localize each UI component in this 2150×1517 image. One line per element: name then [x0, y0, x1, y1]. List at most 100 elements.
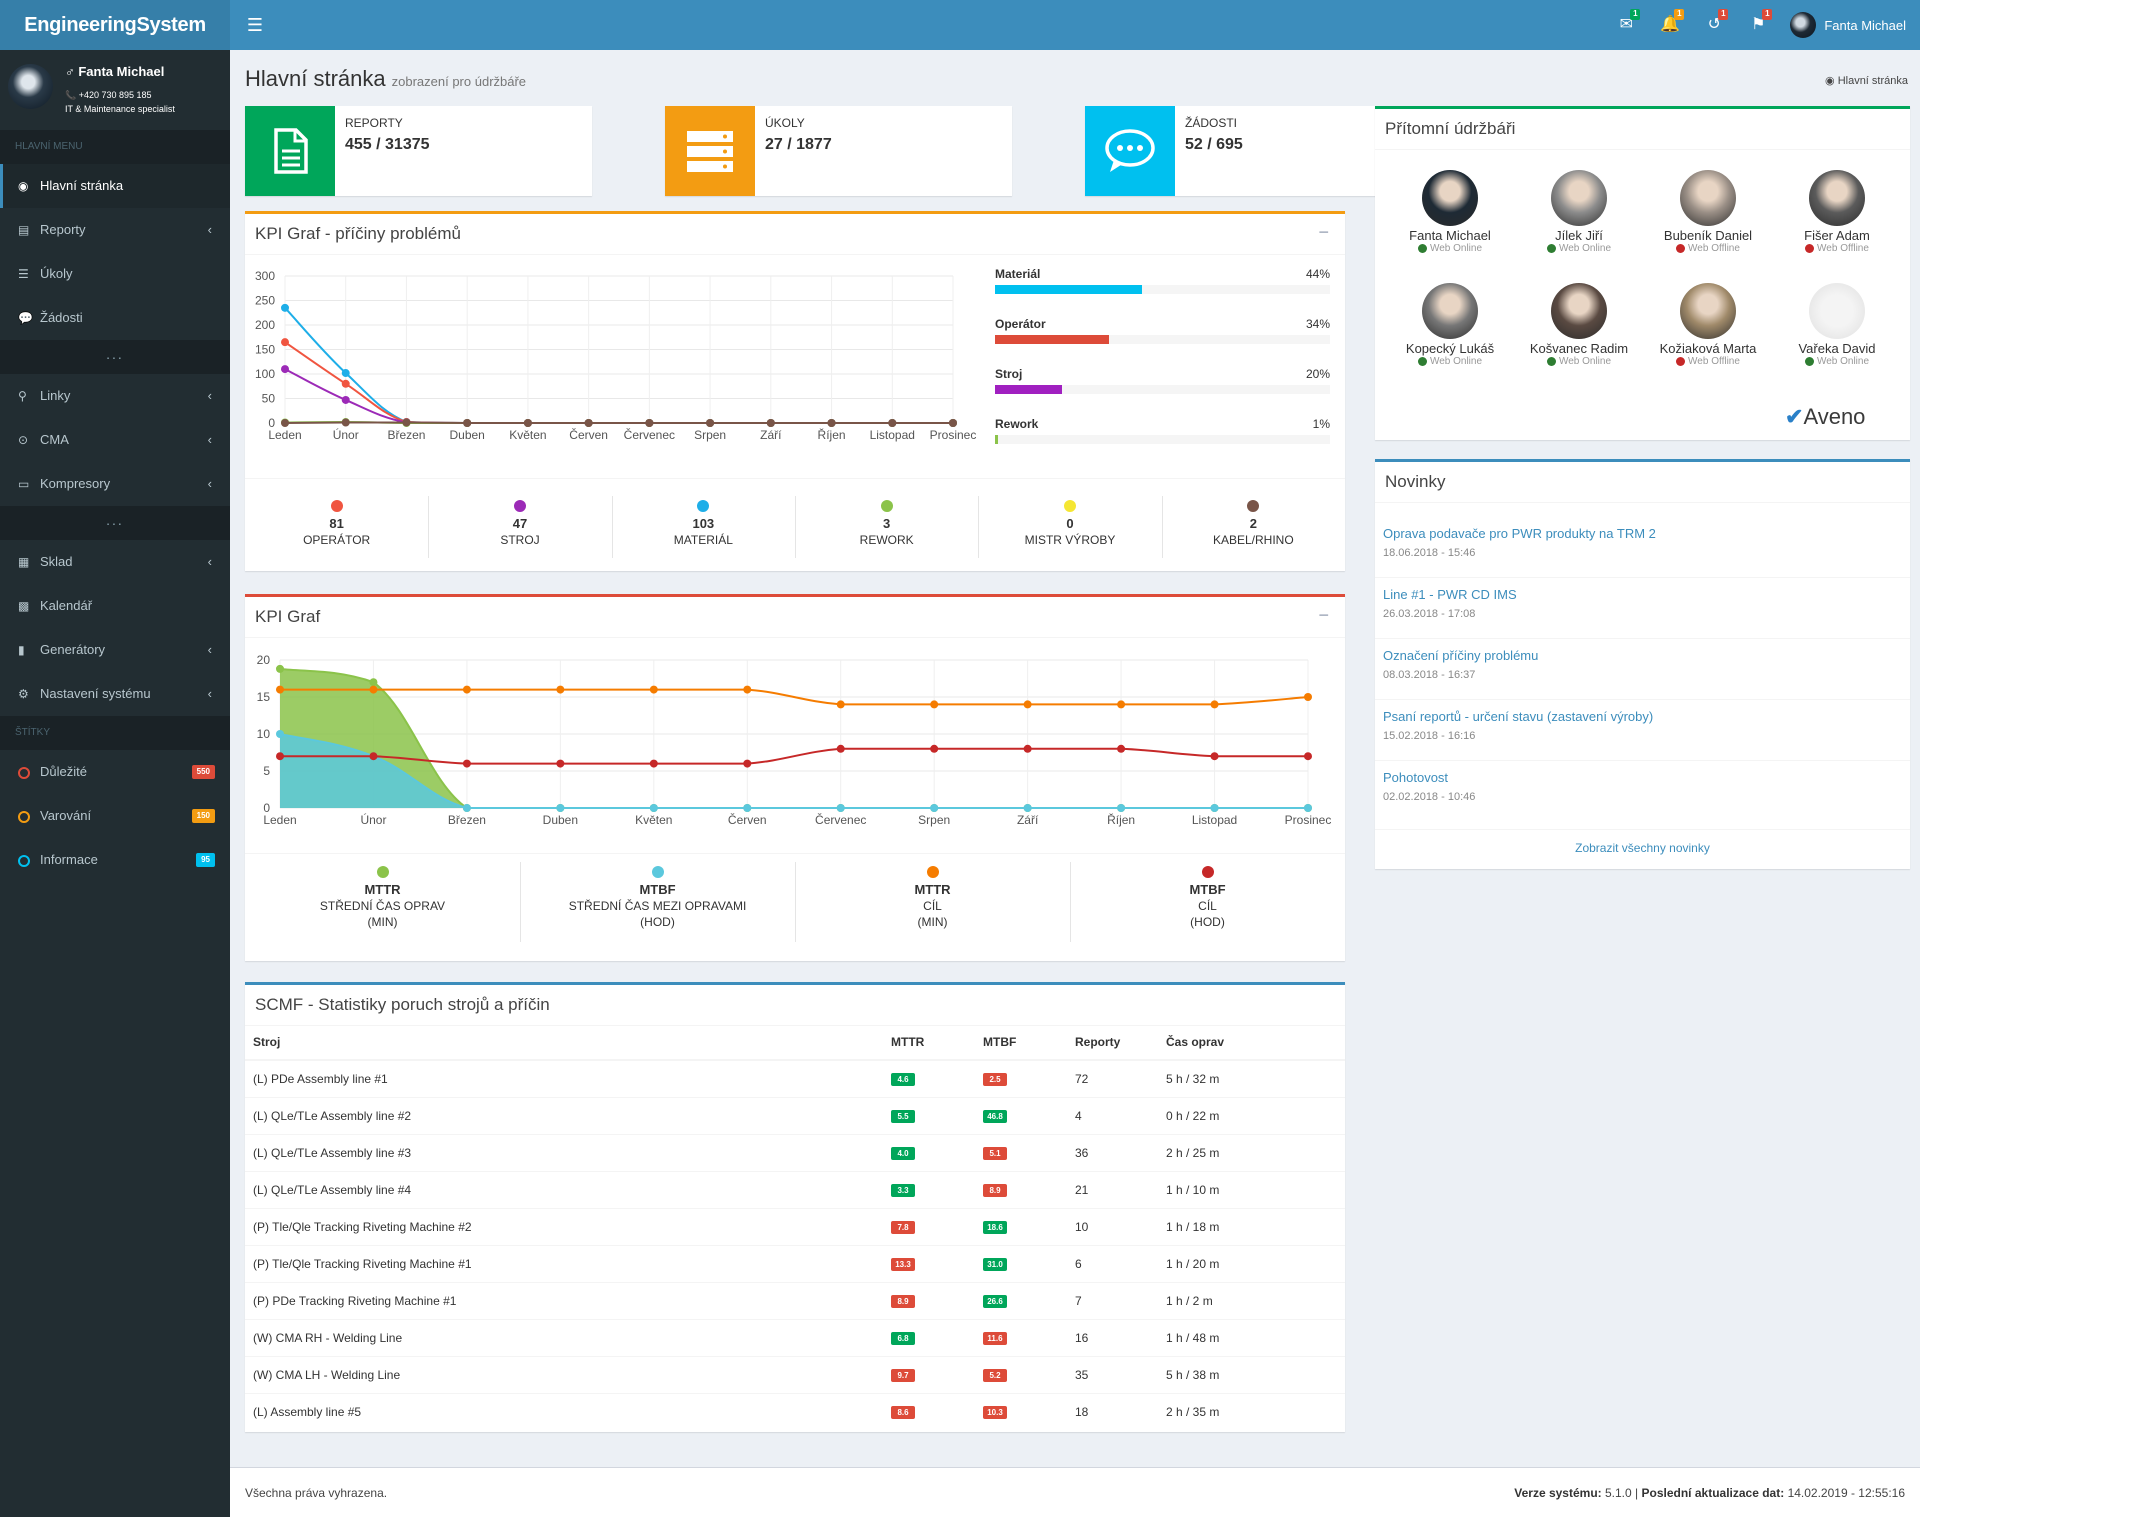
data-point[interactable] [1304, 804, 1312, 812]
data-point[interactable] [1117, 804, 1126, 812]
data-point[interactable] [1023, 804, 1032, 812]
breadcrumb[interactable]: ◉ Hlavní stránka [1825, 74, 1908, 87]
info-box-reporty[interactable]: REPORTY 455 / 31375 [245, 106, 592, 196]
sidebar-label-item[interactable]: Důležité 550 [0, 750, 230, 794]
data-point[interactable] [462, 804, 471, 812]
sidebar-item-cma[interactable]: ⊙ CMA ‹ [0, 418, 230, 462]
data-point[interactable] [281, 303, 289, 312]
table-row[interactable]: (L) PDe Assembly line #1 4.6 2.5 72 5 h / 32… [245, 1059, 1345, 1097]
sidebar-item-reporty[interactable]: ▤ Reporty ‹ [0, 208, 230, 252]
news-item[interactable]: Oprava podavače pro PWR produkty na TRM … [1383, 526, 1656, 559]
data-point[interactable] [462, 759, 471, 768]
data-point[interactable] [1210, 804, 1219, 812]
table-row[interactable]: (P) PDe Tracking Riveting Machine #1 8.9 2… [245, 1281, 1345, 1319]
data-point[interactable] [930, 804, 939, 812]
data-point[interactable] [1023, 700, 1032, 709]
data-point[interactable] [827, 419, 836, 427]
data-point[interactable] [276, 730, 284, 738]
sidebar-item-nastaveni-systemu[interactable]: ⚙ Nastavení systému ‹ [0, 672, 230, 716]
data-point[interactable] [1210, 700, 1219, 709]
sidebar-label-item[interactable]: Varování 150 [0, 794, 230, 838]
data-point[interactable] [1210, 752, 1219, 761]
news-title-link[interactable]: Oprava podavače pro PWR produkty na TRM … [1383, 526, 1656, 541]
maintainer-card[interactable]: Fišer Adam Web Offline [1772, 170, 1902, 254]
data-point[interactable] [281, 365, 289, 374]
data-point[interactable] [369, 678, 378, 687]
info-box-žádosti[interactable]: ŽÁDOSTI 52 / 695 [1085, 106, 1432, 196]
table-row[interactable]: (W) CMA RH - Welding Line 6.8 11.6 16 1 h / … [245, 1318, 1345, 1356]
data-point[interactable] [556, 759, 565, 768]
data-point[interactable] [281, 419, 289, 427]
sidebar-item-linky[interactable]: ⚲ Linky ‹ [0, 374, 230, 418]
sidebar-item-hlavni-stranka[interactable]: ◉ Hlavní stránka [0, 164, 230, 208]
table-row[interactable]: (P) Tle/Qle Tracking Riveting Machine #1… [245, 1244, 1345, 1282]
sidebar-item-zadosti[interactable]: 💬 Žádosti [0, 296, 230, 340]
data-point[interactable] [743, 804, 752, 812]
sidebar-item-sklad[interactable]: ▦ Sklad ‹ [0, 540, 230, 584]
data-point[interactable] [1117, 744, 1126, 753]
history-icon[interactable]: ↺ 1 [1692, 0, 1736, 50]
data-point[interactable] [930, 744, 939, 753]
data-point[interactable] [930, 700, 939, 709]
data-point[interactable] [888, 419, 897, 427]
app-logo[interactable]: EngineeringSystem [0, 0, 230, 50]
news-item[interactable]: Pohotovost 02.02.2018 - 10:46 [1383, 770, 1475, 803]
show-all-news-link[interactable]: Zobrazit všechny novinky [1575, 841, 1710, 855]
maintainer-card[interactable]: Kopecký Lukáš Web Online [1385, 283, 1515, 367]
data-point[interactable] [743, 685, 752, 694]
data-point[interactable] [743, 759, 752, 768]
data-point[interactable] [556, 685, 565, 694]
collapse-icon[interactable]: − [1318, 605, 1329, 625]
news-title-link[interactable]: Pohotovost [1383, 770, 1449, 785]
table-row[interactable]: (L) Assembly line #5 8.6 10.3 18 2 h / 35 m [245, 1392, 1345, 1430]
sidebar-item-ukoly[interactable]: ☰ Úkoly [0, 252, 230, 296]
data-point[interactable] [645, 419, 654, 427]
data-point[interactable] [766, 419, 775, 427]
data-point[interactable] [1304, 752, 1312, 761]
user-menu[interactable]: Fanta Michael [1780, 0, 1920, 50]
data-point[interactable] [462, 685, 471, 694]
data-point[interactable] [281, 338, 289, 347]
news-item[interactable]: Psaní reportů - určení stavu (zastavení … [1383, 709, 1653, 742]
bell-icon[interactable]: 🔔 1 [1648, 0, 1692, 50]
maintainer-card[interactable]: Vařeka David Web Online [1772, 283, 1902, 367]
info-box-úkoly[interactable]: ÚKOLY 27 / 1877 [665, 106, 1012, 196]
maintainer-card[interactable]: Fanta Michael Web Online [1385, 170, 1515, 254]
table-row[interactable]: (L) QLe/TLe Assembly line #2 5.5 46.8 4 0 h … [245, 1096, 1345, 1134]
data-point[interactable] [1304, 693, 1312, 701]
data-point[interactable] [369, 752, 378, 761]
envelope-icon[interactable]: ✉ 1 [1604, 0, 1648, 50]
data-point[interactable] [649, 759, 658, 768]
news-title-link[interactable]: Označení příčiny problému [1383, 648, 1539, 663]
data-point[interactable] [649, 804, 658, 812]
data-point[interactable] [341, 418, 350, 427]
sidebar-item-kalendar[interactable]: ▩ Kalendář [0, 584, 230, 628]
data-point[interactable] [949, 419, 957, 427]
table-row[interactable]: (L) QLe/TLe Assembly line #3 4.0 5.1 36 2 h … [245, 1133, 1345, 1171]
maintainer-card[interactable]: Jílek Jiří Web Online [1514, 170, 1644, 254]
data-point[interactable] [463, 419, 472, 427]
maintainer-card[interactable]: Bubeník Daniel Web Offline [1643, 170, 1773, 254]
maintainer-card[interactable]: Košvanec Radim Web Online [1514, 283, 1644, 367]
data-point[interactable] [523, 419, 532, 427]
news-item[interactable]: Označení příčiny problému 08.03.2018 - 16… [1383, 648, 1538, 681]
table-row[interactable]: (L) QLe/TLe Assembly line #4 3.3 8.9 21 1 h … [245, 1170, 1345, 1208]
news-title-link[interactable]: Psaní reportů - určení stavu (zastavení … [1383, 709, 1654, 724]
sidebar-item-kompresory[interactable]: ▭ Kompresory ‹ [0, 462, 230, 506]
data-point[interactable] [706, 419, 715, 427]
flag-icon[interactable]: ⚑ 1 [1736, 0, 1780, 50]
maintainer-card[interactable]: Kožiaková Marta Web Offline [1643, 283, 1773, 367]
data-point[interactable] [276, 752, 284, 761]
table-row[interactable]: (W) CMA LH - Welding Line 9.7 5.2 35 5 h / 3… [245, 1355, 1345, 1393]
data-point[interactable] [276, 664, 284, 673]
data-point[interactable] [836, 700, 845, 709]
data-point[interactable] [836, 804, 845, 812]
news-title-link[interactable]: Line #1 - PWR CD IMS [1383, 587, 1517, 602]
data-point[interactable] [1117, 700, 1126, 709]
data-point[interactable] [276, 685, 284, 694]
data-point[interactable] [556, 804, 565, 812]
data-point[interactable] [836, 744, 845, 753]
hamburger-icon[interactable]: ☰ [246, 15, 264, 35]
data-point[interactable] [584, 419, 593, 427]
sidebar-item-generatory[interactable]: ▮ Generátory ‹ [0, 628, 230, 672]
